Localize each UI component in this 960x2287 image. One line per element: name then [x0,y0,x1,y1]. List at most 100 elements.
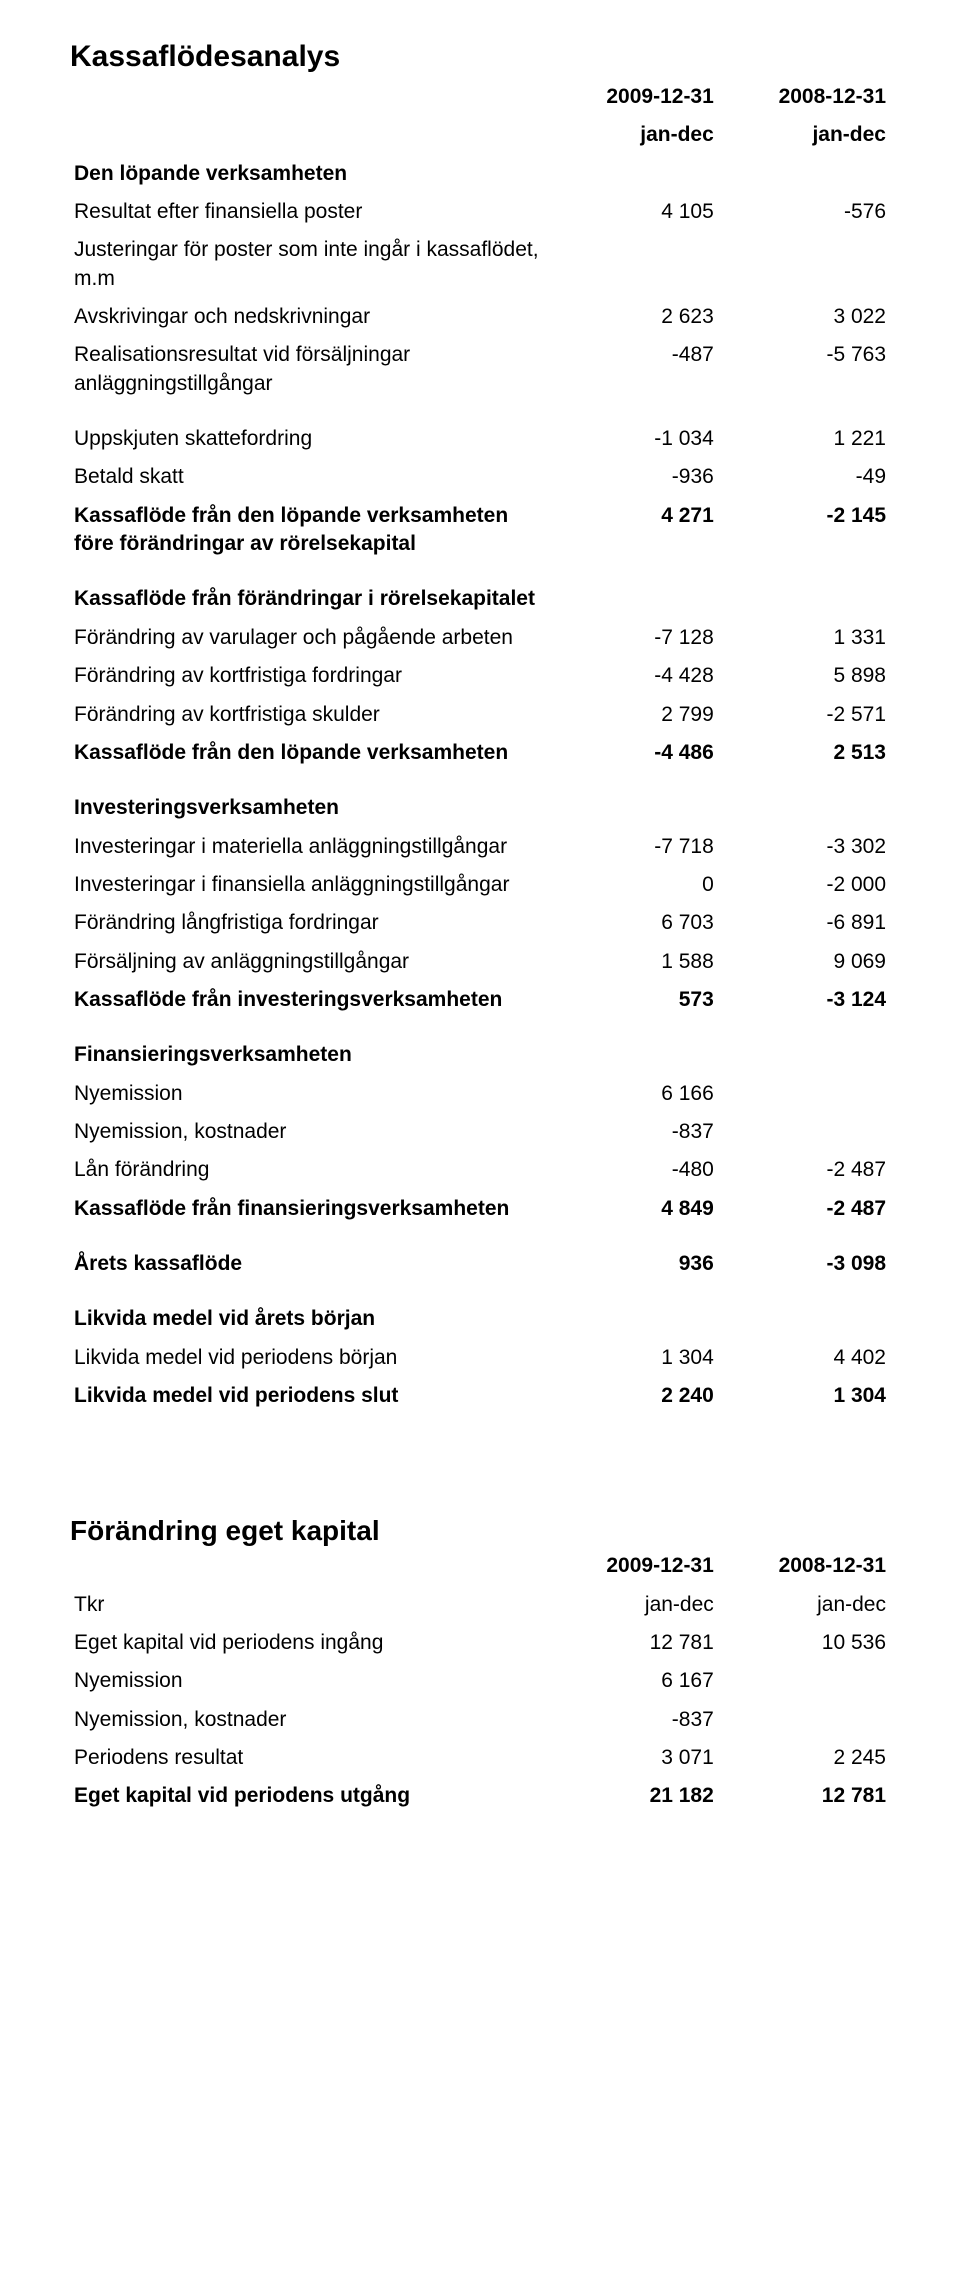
s3-r1-b: -3 302 [718,828,890,866]
s2-r4-b: 2 513 [718,734,890,772]
eq-r3: Nyemission, kostnader -837 [70,1701,890,1739]
s1-r4: Realisationsresultat vid försäljningar a… [70,336,890,403]
s1-r2-label: Justeringar för poster som inte ingår i … [70,231,546,298]
s5-r1-b: -3 098 [718,1228,890,1283]
eq-r4-b: 2 245 [718,1739,890,1777]
s4-r4-label: Kassaflöde från finansieringsverksamhete… [70,1190,546,1228]
s1-r3-a: 2 623 [546,298,718,336]
s1-r3: Avskrivingar och nedskrivningar 2 623 3 … [70,298,890,336]
s2-r4: Kassaflöde från den löpande verksamheten… [70,734,890,772]
s3-r2: Investeringar i finansiella anläggningst… [70,866,890,904]
s2-r4-a: -4 486 [546,734,718,772]
s6-r2-b: 1 304 [718,1377,890,1415]
s1-r6-b: -49 [718,458,890,496]
s1-r6-label: Betald skatt [70,458,546,496]
section1-heading: Den löpande verksamheten [70,155,546,193]
eq-col1-date: 2009-12-31 [546,1547,718,1585]
eq-r4: Periodens resultat 3 071 2 245 [70,1739,890,1777]
section2-heading: Kassaflöde från förändringar i rörelseka… [70,563,546,618]
s1-r6: Betald skatt -936 -49 [70,458,890,496]
s2-r3-b: -2 571 [718,696,890,734]
s1-r3-label: Avskrivingar och nedskrivningar [70,298,546,336]
section4-heading-row: Finansieringsverksamheten [70,1019,890,1074]
s5-r1-label: Årets kassaflöde [70,1228,546,1283]
eq-header-dates-row: 2009-12-31 2008-12-31 [70,1547,890,1585]
s6-r1-a: 1 304 [546,1339,718,1377]
s1-r1-label: Resultat efter finansiella poster [70,193,546,231]
s2-r3-a: 2 799 [546,696,718,734]
eq-col2-date: 2008-12-31 [718,1547,890,1585]
s5-r1: Årets kassaflöde 936 -3 098 [70,1228,890,1283]
s4-r2: Nyemission, kostnader -837 [70,1113,890,1151]
section1-heading-row: Den löpande verksamheten [70,155,890,193]
col1-date: 2009-12-31 [546,78,718,116]
eq-r3-label: Nyemission, kostnader [70,1701,546,1739]
s3-r4-b: 9 069 [718,943,890,981]
eq-r2-a: 6 167 [546,1662,718,1700]
s3-r5-label: Kassaflöde från investeringsverksamheten [70,981,546,1019]
s4-r2-label: Nyemission, kostnader [70,1113,546,1151]
cashflow-table: 2009-12-31 2008-12-31 jan-dec jan-dec De… [70,78,890,1415]
eq-r1-label: Eget kapital vid periodens ingång [70,1624,546,1662]
s1-r7: Kassaflöde från den löpande verksamheten… [70,497,890,564]
eq-r2: Nyemission 6 167 [70,1662,890,1700]
eq-col1-period: jan-dec [546,1586,718,1624]
s4-r1-a: 6 166 [546,1075,718,1113]
s1-r7-label: Kassaflöde från den löpande verksamheten… [70,497,546,564]
s6-r2: Likvida medel vid periodens slut 2 240 1… [70,1377,890,1415]
s2-r1: Förändring av varulager och pågående arb… [70,619,890,657]
s3-r3: Förändring långfristiga fordringar 6 703… [70,904,890,942]
s3-r2-b: -2 000 [718,866,890,904]
section6-heading: Likvida medel vid årets början [70,1283,546,1338]
s2-r1-label: Förändring av varulager och pågående arb… [70,619,546,657]
col2-date: 2008-12-31 [718,78,890,116]
s3-r4-a: 1 588 [546,943,718,981]
s2-r2-b: 5 898 [718,657,890,695]
s3-r5: Kassaflöde från investeringsverksamheten… [70,981,890,1019]
s1-r1-a: 4 105 [546,193,718,231]
col2-period: jan-dec [718,116,890,154]
s3-r1-label: Investeringar i materiella anläggningsti… [70,828,546,866]
s2-r1-b: 1 331 [718,619,890,657]
s1-r7-b: -2 145 [718,497,890,564]
s2-r1-a: -7 128 [546,619,718,657]
s4-r2-b [718,1113,890,1151]
s4-r2-a: -837 [546,1113,718,1151]
s4-r3-label: Lån förändring [70,1151,546,1189]
s2-r2-label: Förändring av kortfristiga fordringar [70,657,546,695]
section3-heading-row: Investeringsverksamheten [70,772,890,827]
eq-r5: Eget kapital vid periodens utgång 21 182… [70,1777,890,1815]
s3-r1: Investeringar i materiella anläggningsti… [70,828,890,866]
s3-r4: Försäljning av anläggningstillgångar 1 5… [70,943,890,981]
equity-title: Förändring eget kapital [70,1505,890,1547]
s1-r5-b: 1 221 [718,403,890,458]
eq-header-period-row: Tkr jan-dec jan-dec [70,1586,890,1624]
eq-col2-period: jan-dec [718,1586,890,1624]
s3-r5-a: 573 [546,981,718,1019]
s4-r4-b: -2 487 [718,1190,890,1228]
section6-heading-row: Likvida medel vid årets början [70,1283,890,1338]
eq-r3-a: -837 [546,1701,718,1739]
s6-r1: Likvida medel vid periodens början 1 304… [70,1339,890,1377]
eq-r5-a: 21 182 [546,1777,718,1815]
s3-r5-b: -3 124 [718,981,890,1019]
s5-r1-a: 936 [546,1228,718,1283]
s4-r1-b [718,1075,890,1113]
s6-r2-label: Likvida medel vid periodens slut [70,1377,546,1415]
s4-r1: Nyemission 6 166 [70,1075,890,1113]
header-dates-row: 2009-12-31 2008-12-31 [70,78,890,116]
header-period-row: jan-dec jan-dec [70,116,890,154]
col1-period: jan-dec [546,116,718,154]
s1-r1-b: -576 [718,193,890,231]
s6-r1-b: 4 402 [718,1339,890,1377]
s3-r2-a: 0 [546,866,718,904]
s1-r2: Justeringar för poster som inte ingår i … [70,231,890,298]
s1-r3-b: 3 022 [718,298,890,336]
s1-r1: Resultat efter finansiella poster 4 105 … [70,193,890,231]
eq-r5-label: Eget kapital vid periodens utgång [70,1777,546,1815]
eq-r1: Eget kapital vid periodens ingång 12 781… [70,1624,890,1662]
equity-table: 2009-12-31 2008-12-31 Tkr jan-dec jan-de… [70,1547,890,1815]
section4-heading: Finansieringsverksamheten [70,1019,546,1074]
s4-r3-a: -480 [546,1151,718,1189]
s4-r1-label: Nyemission [70,1075,546,1113]
